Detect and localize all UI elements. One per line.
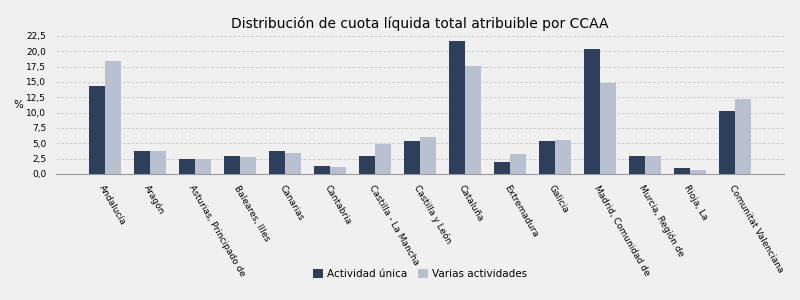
Bar — [420, 137, 436, 174]
Bar — [734, 99, 751, 174]
Bar — [106, 61, 122, 174]
Bar — [330, 167, 346, 174]
Bar — [224, 156, 240, 174]
Bar — [150, 151, 166, 174]
Bar — [584, 49, 600, 174]
Bar — [465, 66, 481, 174]
Bar — [269, 151, 285, 174]
Bar — [555, 140, 571, 174]
Y-axis label: %: % — [13, 100, 23, 110]
Bar — [538, 142, 555, 174]
Bar — [404, 141, 420, 174]
Bar — [600, 82, 616, 174]
Bar — [134, 151, 150, 174]
Bar — [629, 156, 645, 174]
Title: Distribución de cuota líquida total atribuible por CCAA: Distribución de cuota líquida total atri… — [231, 16, 609, 31]
Bar — [690, 170, 706, 174]
Bar — [89, 86, 106, 174]
Bar — [359, 156, 375, 174]
Bar — [195, 159, 211, 174]
Bar — [285, 153, 302, 174]
Bar — [375, 144, 391, 174]
Legend: Actividad única, Varias actividades: Actividad única, Varias actividades — [308, 265, 532, 283]
Bar — [449, 41, 465, 174]
Bar — [179, 159, 195, 174]
Bar — [494, 162, 510, 174]
Bar — [314, 166, 330, 174]
Bar — [510, 154, 526, 174]
Bar — [718, 111, 734, 174]
Bar — [240, 158, 256, 174]
Bar — [674, 169, 690, 174]
Bar — [645, 156, 661, 174]
